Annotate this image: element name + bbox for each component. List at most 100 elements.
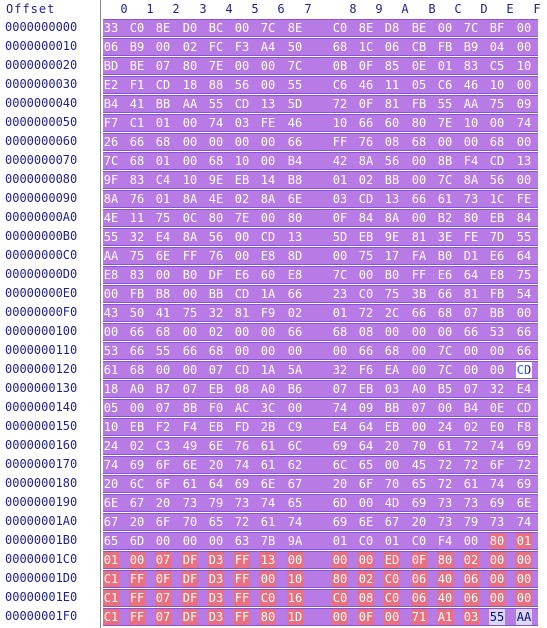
hex-byte[interactable]: 02: [208, 325, 224, 339]
hex-byte[interactable]: 8E: [358, 21, 374, 35]
hex-byte[interactable]: 64: [358, 420, 374, 434]
hex-byte[interactable]: 00: [411, 325, 427, 339]
hex-byte[interactable]: 00: [129, 552, 145, 568]
hex-byte[interactable]: 11: [384, 78, 400, 92]
hex-byte[interactable]: 50: [287, 40, 303, 54]
hex-byte[interactable]: DF: [182, 609, 198, 625]
hex-byte[interactable]: BB: [384, 173, 400, 187]
hex-byte[interactable]: 00: [437, 21, 453, 35]
hex-byte[interactable]: AA: [516, 609, 532, 625]
hex-byte[interactable]: 26: [103, 135, 119, 149]
hex-byte[interactable]: B0: [437, 249, 453, 263]
hex-byte[interactable]: 8D: [287, 249, 303, 263]
hex-byte[interactable]: 00: [358, 268, 374, 282]
hex-byte[interactable]: 74: [208, 116, 224, 130]
hex-byte[interactable]: 79: [463, 515, 479, 529]
hex-byte[interactable]: A0: [260, 382, 276, 396]
hex-byte[interactable]: 03: [332, 192, 348, 206]
hex-byte[interactable]: 68: [129, 154, 145, 168]
hex-byte[interactable]: 08: [358, 590, 374, 606]
hex-byte[interactable]: 80: [463, 211, 479, 225]
hex-byte[interactable]: 00: [182, 287, 198, 301]
hex-byte[interactable]: 1C: [358, 40, 374, 54]
hex-byte[interactable]: F6: [358, 363, 374, 377]
hex-byte[interactable]: 06: [463, 590, 479, 606]
hex-byte[interactable]: B0: [384, 268, 400, 282]
hex-byte[interactable]: 06: [103, 40, 119, 54]
hex-byte[interactable]: 13: [516, 154, 532, 168]
hex-byte[interactable]: 80: [437, 552, 453, 568]
hex-byte[interactable]: 00: [358, 496, 374, 510]
hex-byte[interactable]: BE: [411, 21, 427, 35]
hex-byte[interactable]: 66: [129, 344, 145, 358]
hex-byte[interactable]: 69: [489, 496, 505, 510]
hex-byte[interactable]: C6: [437, 78, 453, 92]
hex-byte[interactable]: C1: [129, 116, 145, 130]
hex-byte[interactable]: 68: [332, 325, 348, 339]
hex-byte[interactable]: DF: [182, 552, 198, 568]
hex-byte[interactable]: 75: [384, 287, 400, 301]
hex-byte[interactable]: 67: [103, 515, 119, 529]
hex-byte[interactable]: C0: [332, 590, 348, 606]
hex-byte[interactable]: 07: [208, 363, 224, 377]
hex-byte[interactable]: 00: [516, 135, 532, 149]
hex-byte[interactable]: 0E: [489, 401, 505, 415]
hex-byte[interactable]: CD: [489, 154, 505, 168]
hex-byte[interactable]: 00: [384, 325, 400, 339]
hex-byte[interactable]: 7E: [208, 59, 224, 73]
hex-byte[interactable]: 02: [182, 40, 198, 54]
hex-byte[interactable]: 8A: [103, 192, 119, 206]
hex-byte[interactable]: 01: [516, 533, 532, 549]
hex-byte[interactable]: 73: [463, 192, 479, 206]
hex-byte[interactable]: 00: [260, 325, 276, 339]
hex-byte[interactable]: 00: [287, 401, 303, 415]
hex-byte[interactable]: FB: [489, 287, 505, 301]
hex-byte[interactable]: 01: [332, 534, 348, 548]
hex-byte[interactable]: 55: [437, 97, 453, 111]
hex-byte[interactable]: 00: [287, 552, 303, 568]
hex-byte[interactable]: B4: [287, 154, 303, 168]
hex-byte[interactable]: 00: [182, 534, 198, 548]
hex-byte[interactable]: 61: [260, 439, 276, 453]
hex-byte[interactable]: ED: [384, 552, 400, 568]
hex-byte[interactable]: B5: [437, 382, 453, 396]
hex-byte[interactable]: EA: [384, 363, 400, 377]
hex-byte[interactable]: BE: [129, 59, 145, 73]
hex-byte[interactable]: 61: [182, 477, 198, 491]
hex-byte[interactable]: 08: [358, 325, 374, 339]
hex-byte[interactable]: 80: [287, 211, 303, 225]
hex-byte[interactable]: 7C: [287, 59, 303, 73]
hex-byte[interactable]: EB: [384, 420, 400, 434]
hex-byte[interactable]: 00: [260, 59, 276, 73]
hex-byte[interactable]: 6E: [287, 192, 303, 206]
hex-byte[interactable]: 56: [208, 230, 224, 244]
hex-byte[interactable]: 01: [332, 306, 348, 320]
hex-byte[interactable]: FF: [129, 590, 145, 606]
hex-byte[interactable]: 7C: [332, 268, 348, 282]
hex-byte[interactable]: 00: [332, 552, 348, 568]
hex-byte[interactable]: 50: [129, 306, 145, 320]
hex-byte[interactable]: 8A: [182, 192, 198, 206]
hex-byte[interactable]: 00: [411, 363, 427, 377]
hex-byte[interactable]: 00: [234, 325, 250, 339]
hex-byte[interactable]: CD: [155, 78, 171, 92]
hex-byte[interactable]: BF: [489, 21, 505, 35]
hex-byte[interactable]: 8A: [358, 154, 374, 168]
hex-byte[interactable]: 53: [489, 325, 505, 339]
hex-byte[interactable]: 00: [182, 325, 198, 339]
hex-byte[interactable]: 00: [437, 325, 453, 339]
hex-byte[interactable]: E6: [234, 268, 250, 282]
hex-byte[interactable]: FB: [437, 40, 453, 54]
hex-byte[interactable]: 5D: [332, 230, 348, 244]
hex-byte[interactable]: 00: [155, 40, 171, 54]
hex-byte[interactable]: AA: [103, 249, 119, 263]
hex-byte[interactable]: 3C: [260, 401, 276, 415]
hex-byte[interactable]: 3E: [437, 230, 453, 244]
hex-byte[interactable]: CD: [358, 192, 374, 206]
hex-byte-grid[interactable]: 33 C0 8E D0 BC 00 7C 8E C0 8E D8 BE 00 7C BF 00 06 B9 00 02…: [103, 18, 538, 626]
hex-byte[interactable]: DF: [182, 590, 198, 606]
hex-byte[interactable]: 0F: [155, 571, 171, 587]
hex-byte[interactable]: 07: [332, 382, 348, 396]
hex-byte[interactable]: 72: [234, 515, 250, 529]
hex-byte[interactable]: 0E: [411, 59, 427, 73]
